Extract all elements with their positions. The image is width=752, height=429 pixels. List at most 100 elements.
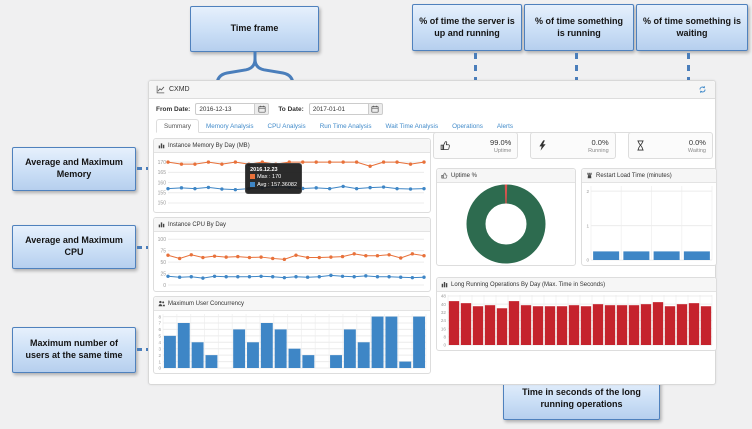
thumbs-up-icon bbox=[441, 172, 448, 179]
lro-chart-plot[interactable]: 48 40 32 24 16 8 0 bbox=[437, 291, 716, 350]
panel-restart-header: Restart Load Time (minutes) bbox=[582, 169, 716, 183]
panel-cpu-title: Instance CPU By Day bbox=[168, 221, 227, 228]
memory-chart-plot[interactable]: 2016.12.23 Max : 170 Avg : 157.36082 170… bbox=[154, 152, 430, 212]
svg-text:8: 8 bbox=[443, 335, 446, 340]
tab-memory-analysis[interactable]: Memory Analysis bbox=[205, 122, 254, 130]
svg-text:165: 165 bbox=[158, 170, 167, 176]
analysis-tabs: Summary Memory Analysis CPU Analysis Run Ti… bbox=[156, 118, 708, 133]
dashed-connector-users bbox=[137, 348, 152, 351]
tab-summary[interactable]: Summary bbox=[156, 119, 199, 133]
panel-lro-title: Long Running Operations By Day (Max. Tim… bbox=[451, 281, 606, 288]
callout-uptime-note: % of time the server is up and running bbox=[412, 4, 522, 51]
bar-chart-icon bbox=[158, 222, 165, 228]
svg-text:0: 0 bbox=[163, 283, 166, 289]
svg-text:5: 5 bbox=[158, 334, 161, 339]
callout-cpu-note: Average and Maximum CPU bbox=[12, 225, 136, 269]
to-date-group bbox=[308, 103, 383, 115]
from-date-calendar-button[interactable] bbox=[255, 103, 270, 115]
panel-cpu-header: Instance CPU By Day bbox=[154, 218, 430, 232]
callout-long-running-note-label: Time in seconds of the long running oper… bbox=[522, 387, 641, 409]
panel-memory-title: Instance Memory By Day (MB) bbox=[168, 142, 250, 149]
svg-text:4: 4 bbox=[158, 340, 161, 345]
panel-long-running-operations: Long Running Operations By Day (Max. Tim… bbox=[436, 277, 717, 351]
refresh-icon bbox=[699, 85, 706, 94]
calendar-icon bbox=[258, 105, 266, 113]
svg-text:170: 170 bbox=[158, 160, 167, 166]
panel-restart-load-time: Restart Load Time (minutes) 2 1 0 bbox=[581, 168, 717, 266]
svg-text:2: 2 bbox=[158, 353, 161, 358]
max-series-swatch bbox=[250, 174, 255, 179]
from-date-label: From Date: bbox=[156, 105, 191, 113]
svg-text:155: 155 bbox=[158, 191, 167, 197]
callout-waiting-note-label: % of time something is waiting bbox=[643, 15, 742, 38]
chart-tooltip: 2016.12.23 Max : 170 Avg : 157.36082 bbox=[245, 163, 303, 194]
stat-label: Waiting bbox=[687, 147, 706, 154]
dashed-connector-cpu bbox=[137, 246, 152, 249]
avg-series-swatch bbox=[250, 182, 255, 187]
cpu-chart-plot[interactable]: 100 75 50 25 0 bbox=[154, 231, 430, 291]
tab-cpu-analysis[interactable]: CPU Analysis bbox=[267, 122, 306, 130]
svg-text:16: 16 bbox=[441, 326, 447, 331]
svg-text:0: 0 bbox=[158, 366, 161, 371]
thumbs-up-icon bbox=[440, 140, 451, 151]
svg-text:100: 100 bbox=[158, 237, 167, 243]
callout-time-frame-label: Time frame bbox=[230, 23, 279, 34]
panel-restart-title: Restart Load Time (minutes) bbox=[596, 172, 672, 179]
stat-value: 0.0% bbox=[591, 137, 609, 147]
stat-uptime: 99.0% Uptime bbox=[433, 132, 519, 159]
panel-lro-header: Long Running Operations By Day (Max. Tim… bbox=[437, 278, 716, 292]
panel-uptime-header: Uptime % bbox=[437, 169, 575, 183]
tooltip-avg-row: Avg : 157.36082 bbox=[250, 182, 297, 190]
svg-text:3: 3 bbox=[158, 346, 161, 351]
users-icon bbox=[158, 300, 165, 307]
dashboard-panel: CXMD From Date: bbox=[148, 80, 717, 385]
tab-wait-time-analysis[interactable]: Wait Time Analysis bbox=[385, 122, 439, 130]
restart-chart-plot[interactable]: 2 1 0 bbox=[582, 182, 716, 265]
stat-value: 99.0% bbox=[490, 137, 512, 147]
bar-chart-icon bbox=[158, 143, 165, 149]
to-date-label: To Date: bbox=[278, 105, 304, 113]
svg-text:160: 160 bbox=[158, 180, 167, 186]
callout-memory-note: Average and Maximum Memory bbox=[12, 147, 136, 191]
stat-value: 0.0% bbox=[688, 137, 706, 147]
calendar-icon bbox=[371, 105, 379, 113]
svg-text:7: 7 bbox=[158, 321, 161, 326]
summary-stats-row: 99.0% Uptime 0.0% Running 0.0% Waiting bbox=[433, 132, 713, 159]
svg-text:6: 6 bbox=[158, 327, 161, 332]
svg-text:24: 24 bbox=[441, 318, 447, 323]
tab-alerts[interactable]: Alerts bbox=[496, 122, 514, 130]
callout-cpu-note-label: Average and Maximum CPU bbox=[25, 235, 123, 257]
callout-uptime-note-label: % of time the server is up and running bbox=[419, 15, 515, 38]
to-date-input[interactable] bbox=[308, 103, 369, 115]
lightning-icon bbox=[537, 140, 548, 151]
svg-text:48: 48 bbox=[441, 294, 447, 299]
panel-concurrency-title: Maximum User Concurrency bbox=[168, 300, 245, 307]
refresh-button[interactable] bbox=[697, 84, 708, 95]
stat-label: Uptime bbox=[493, 147, 512, 154]
tab-operations[interactable]: Operations bbox=[452, 122, 483, 130]
callout-users-note: Maximum number of users at the same time bbox=[12, 327, 136, 373]
svg-text:1: 1 bbox=[158, 359, 161, 364]
tooltip-max-row: Max : 170 bbox=[250, 174, 297, 182]
panel-uptime-donut: Uptime % bbox=[436, 168, 576, 266]
from-date-input[interactable] bbox=[195, 103, 256, 115]
tab-run-time-analysis[interactable]: Run Time Analysis bbox=[319, 122, 372, 130]
callout-memory-note-label: Average and Maximum Memory bbox=[25, 157, 123, 179]
svg-text:50: 50 bbox=[160, 260, 166, 266]
svg-text:25: 25 bbox=[160, 271, 166, 277]
stat-running: 0.0% Running bbox=[530, 132, 616, 159]
panel-memory-chart: Instance Memory By Day (MB) 2016.12.23 M… bbox=[153, 138, 431, 213]
svg-text:32: 32 bbox=[441, 310, 447, 315]
svg-text:8: 8 bbox=[158, 314, 161, 319]
callout-time-frame: Time frame bbox=[190, 6, 319, 52]
svg-text:40: 40 bbox=[441, 302, 447, 307]
stat-label: Running bbox=[588, 147, 609, 154]
callout-running-note: % of time something is running bbox=[524, 4, 634, 51]
callout-long-running-note: Time in seconds of the long running oper… bbox=[503, 378, 660, 420]
uptime-donut-plot[interactable] bbox=[437, 182, 575, 265]
to-date-calendar-button[interactable] bbox=[368, 103, 383, 115]
panel-memory-header: Instance Memory By Day (MB) bbox=[154, 139, 430, 153]
dashed-connector-memory bbox=[137, 167, 152, 170]
